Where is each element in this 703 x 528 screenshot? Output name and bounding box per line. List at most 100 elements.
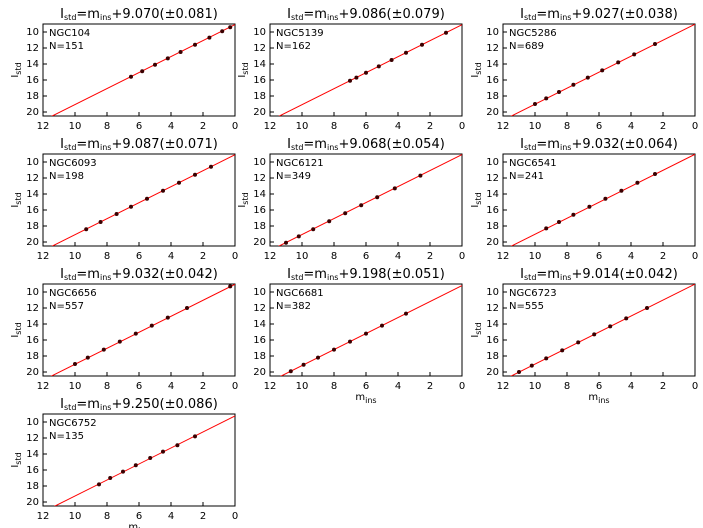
panel-title-part: std (64, 403, 76, 412)
x-tick-label: 10 (529, 381, 542, 392)
data-point (576, 340, 581, 345)
panel-title-part: std (64, 143, 76, 152)
x-tick-label: 8 (104, 511, 110, 522)
x-tick-label: 10 (69, 251, 82, 262)
x-tick-label: 12 (497, 121, 510, 132)
x-tick-label: 4 (395, 251, 401, 262)
x-tick-label: 2 (200, 511, 206, 522)
panel-title-part: I (60, 137, 64, 152)
data-point (185, 306, 189, 310)
panel: 12 10 8 6 4 2 0101214161820Istd=mins+9.027(±0.… (470, 7, 698, 133)
y-tick-label: 18 (26, 91, 39, 102)
panel-title-part: =m (76, 397, 100, 412)
y-tick-label: 18 (26, 351, 39, 362)
y-tick-label: 16 (486, 335, 499, 346)
y-axis-label: Istd (237, 62, 250, 77)
data-point (207, 35, 212, 40)
panel-title-part: std (524, 13, 536, 22)
data-point (375, 195, 380, 200)
data-point (133, 331, 138, 336)
data-point (133, 463, 138, 468)
x-tick-label: 8 (104, 381, 110, 392)
panel-title-part: I (60, 267, 64, 282)
y-axis-label-part: I (470, 75, 481, 78)
panel-title-part: =m (536, 137, 560, 152)
panel-title-part: I (60, 397, 64, 412)
x-tick-label: 0 (459, 251, 465, 262)
x-tick-label: 8 (331, 121, 337, 132)
x-tick-label: 12 (37, 121, 50, 132)
x-tick-label: 8 (564, 251, 570, 262)
star-count: N=689 (509, 41, 544, 52)
panel-title: Istd=mins+9.086(±0.079) (287, 7, 445, 22)
panel: 12 10 8 6 4 2 0101214161820Istd=mins+9.250(±0.… (10, 397, 238, 528)
data-point (288, 369, 293, 374)
data-point (101, 347, 106, 352)
y-tick-label: 14 (486, 319, 499, 330)
x-tick-label: 12 (264, 251, 277, 262)
x-tick-label: 4 (168, 121, 174, 132)
data-point (165, 315, 170, 320)
y-tick-label: 12 (486, 43, 499, 54)
x-tick-label: 12 (37, 251, 50, 262)
panel-title-part: +9.032(±0.064) (571, 137, 677, 152)
y-tick-label: 18 (486, 221, 499, 232)
panel-title-part: =m (76, 137, 100, 152)
y-tick-label: 20 (26, 237, 39, 248)
data-point (149, 323, 154, 328)
fit-line (510, 284, 695, 376)
x-tick-label: 12 (497, 381, 510, 392)
x-tick-label: 0 (232, 381, 238, 392)
data-point (73, 362, 77, 366)
cluster-name: NGC6681 (276, 288, 324, 299)
y-axis-label-part: std (14, 192, 23, 204)
star-count: N=151 (49, 41, 84, 52)
data-point (343, 211, 348, 216)
y-tick-label: 20 (26, 497, 39, 508)
x-tick-label: 12 (264, 381, 277, 392)
data-point (359, 203, 364, 208)
data-point (161, 188, 165, 193)
panel: 12 10 8 6 4 2 0101214161820Istd=mins+9.086(±0.… (237, 7, 465, 133)
panel-title-part: ins (100, 273, 111, 282)
y-tick-label: 12 (26, 303, 39, 314)
data-point (193, 172, 197, 177)
panel-title-part: +9.032(±0.042) (111, 267, 217, 282)
x-tick-label: 8 (331, 251, 337, 262)
data-point (544, 356, 549, 361)
x-tick-label: 6 (136, 121, 142, 132)
y-tick-label: 12 (26, 433, 39, 444)
x-tick-label: 2 (427, 381, 433, 392)
y-axis-label-part: std (241, 192, 250, 204)
data-point (418, 173, 423, 178)
y-tick-label: 18 (486, 351, 499, 362)
x-tick-label: 2 (660, 121, 666, 132)
data-point (98, 220, 103, 224)
panel-title-part: I (287, 137, 291, 152)
data-point (175, 443, 180, 448)
data-point (145, 196, 149, 201)
x-tick-label: 2 (427, 121, 433, 132)
x-tick-label: 0 (692, 251, 698, 262)
x-tick-label: 4 (168, 511, 174, 522)
x-tick-label: 4 (168, 381, 174, 392)
x-tick-label: 0 (459, 381, 465, 392)
data-point (585, 75, 590, 80)
panel-title: Istd=mins+9.014(±0.042) (520, 267, 678, 282)
data-point (97, 482, 101, 487)
data-point (84, 227, 89, 232)
x-tick-label: 0 (692, 381, 698, 392)
panel-title-part: +9.014(±0.042) (571, 267, 677, 282)
panel: 12 10 8 6 4 2 0101214161820Istd=mins+9.068(±0.… (237, 137, 465, 263)
panel-title-part: ins (327, 143, 338, 152)
panel-title-part: I (287, 267, 291, 282)
y-tick-label: 18 (486, 91, 499, 102)
panel-title-part: I (60, 7, 64, 22)
panel-title-part: std (64, 13, 76, 22)
y-axis-label-part: std (14, 452, 23, 464)
panel: 12 10 8 6 4 2 0101214161820Istd=mins+9.032(±0.… (470, 137, 698, 263)
y-tick-label: 10 (486, 287, 499, 298)
y-tick-label: 16 (253, 205, 266, 216)
panel-title-part: ins (560, 13, 571, 22)
x-tick-label: 10 (529, 251, 542, 262)
